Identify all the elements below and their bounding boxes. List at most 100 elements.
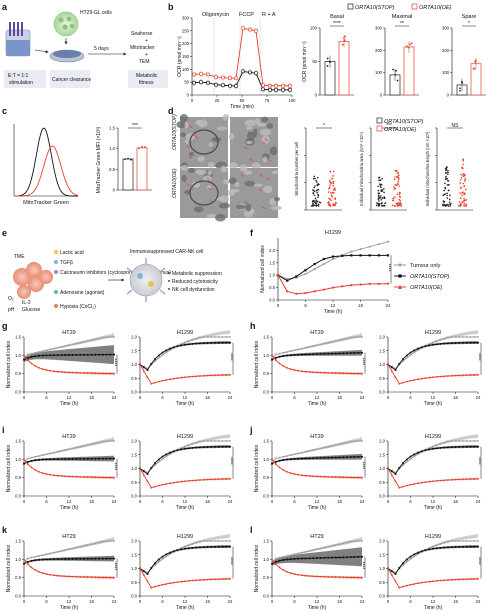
line-stop-marker <box>394 369 397 371</box>
ci-xtick-label: 18 <box>453 499 458 504</box>
line-oe-marker <box>289 368 292 370</box>
line-tumour-marker <box>450 336 453 338</box>
ci-ytick-label: 0.5 <box>263 575 269 580</box>
line-stop-marker <box>465 545 468 548</box>
panel-k-label: k <box>2 525 8 535</box>
line-oe-marker <box>23 558 25 561</box>
line-oe-marker <box>225 374 228 376</box>
line-stop-marker <box>308 557 311 560</box>
line-tumour-marker <box>34 555 37 558</box>
line-oe-marker <box>439 479 442 482</box>
ci-ytick-label: 0.5 <box>131 480 137 485</box>
dot-point <box>313 186 315 189</box>
line-stop-marker <box>206 446 209 448</box>
line-oe-marker <box>349 372 352 375</box>
line-stop-marker <box>390 366 393 369</box>
line-stop-marker <box>71 458 74 460</box>
line-stop-marker <box>113 557 115 560</box>
line-oe-marker <box>346 476 348 479</box>
b-xlabel: Time (min) <box>230 104 254 110</box>
b-point <box>221 75 225 80</box>
line-stop-marker <box>154 462 156 465</box>
line-oe-marker <box>169 582 171 585</box>
ci-xtick-label: 0 <box>139 599 142 604</box>
dot-point <box>461 201 464 203</box>
line-tumour-marker <box>169 553 171 555</box>
line-oe <box>387 468 479 489</box>
bar-dot <box>474 61 477 63</box>
line-oe-marker <box>79 475 82 478</box>
line-tumour-marker <box>271 356 273 359</box>
ci-xtick-label: 12 <box>67 395 72 400</box>
line-tumour-marker <box>105 440 108 442</box>
line-oe-marker <box>323 475 326 478</box>
b-point <box>234 76 238 81</box>
c-hist-axes <box>13 124 78 197</box>
line-stop-marker <box>417 347 419 350</box>
days-arrow-label: 5 days <box>94 46 109 52</box>
line-stop-marker <box>94 557 97 560</box>
line-stop-marker <box>473 341 476 344</box>
tem-texture <box>259 128 272 136</box>
line-tumour-marker <box>41 350 44 353</box>
dot-point <box>314 177 316 180</box>
dot-point <box>317 205 320 207</box>
line-oe-marker <box>289 572 292 574</box>
line-oe-marker <box>71 575 74 578</box>
tem-texture <box>208 142 213 148</box>
seahorse-line-5: TEM <box>139 59 150 65</box>
dot-point <box>398 191 401 194</box>
ci-xlabel: Time (h) <box>424 605 443 611</box>
line-tumour-marker <box>217 440 220 442</box>
dot-point <box>380 198 383 201</box>
line-oe-marker <box>79 575 82 578</box>
line-stop-marker <box>271 462 273 465</box>
line-tumour-marker <box>157 561 160 563</box>
dot-point <box>450 202 452 205</box>
line-oe-marker <box>154 585 156 588</box>
ci-xtick-label: 0 <box>23 395 26 400</box>
f-ytick-label: 0.0 <box>269 298 275 303</box>
mitotracker-histogram: MitoTracker Green <box>13 124 79 206</box>
line-tumour-marker <box>68 548 70 551</box>
line-tumour-marker <box>334 444 337 446</box>
dot-point <box>380 195 382 197</box>
dot-point <box>316 184 319 187</box>
line-tumour-marker <box>34 455 37 458</box>
line-stop-marker <box>473 545 476 548</box>
line-oe-marker <box>394 580 397 583</box>
bar-ytick-label: 100 <box>375 70 383 75</box>
line-oe-marker <box>225 478 228 480</box>
line-tumour-marker <box>477 336 479 338</box>
line-oe-marker <box>105 476 108 479</box>
line-oe-marker <box>101 576 104 579</box>
line-oe-marker <box>338 372 341 375</box>
c-ytick-label: 1.5 <box>109 126 115 131</box>
dot-point <box>314 197 317 200</box>
ci-ytick-label: 0.5 <box>379 376 385 381</box>
line-oe-marker <box>402 585 404 588</box>
line-stop-marker <box>316 353 318 355</box>
line-tumour-marker <box>49 552 52 555</box>
band-stop <box>24 455 114 465</box>
ci-ytick-label: 0.0 <box>131 494 137 499</box>
tem-arrow <box>190 186 194 189</box>
dot-point <box>465 205 467 207</box>
factor-hypoxia: Hypoxia (CoCl₂) <box>60 304 96 310</box>
line-oe-marker <box>349 576 352 579</box>
fitness-line-1: Metabolic <box>136 73 158 79</box>
f-point <box>341 254 344 257</box>
ci-xlabel: Time (h) <box>308 401 327 407</box>
tem-texture <box>184 121 189 129</box>
f-ylabel: Normalized cell index <box>260 245 266 293</box>
line-oe-marker <box>94 576 97 579</box>
line-stop-marker <box>83 557 85 560</box>
drug-fccp: FCCP <box>239 12 254 18</box>
line-tumour-marker <box>206 440 209 442</box>
band-oe <box>388 364 478 385</box>
line-tumour-marker <box>402 464 404 467</box>
line-oe-marker <box>357 576 360 579</box>
